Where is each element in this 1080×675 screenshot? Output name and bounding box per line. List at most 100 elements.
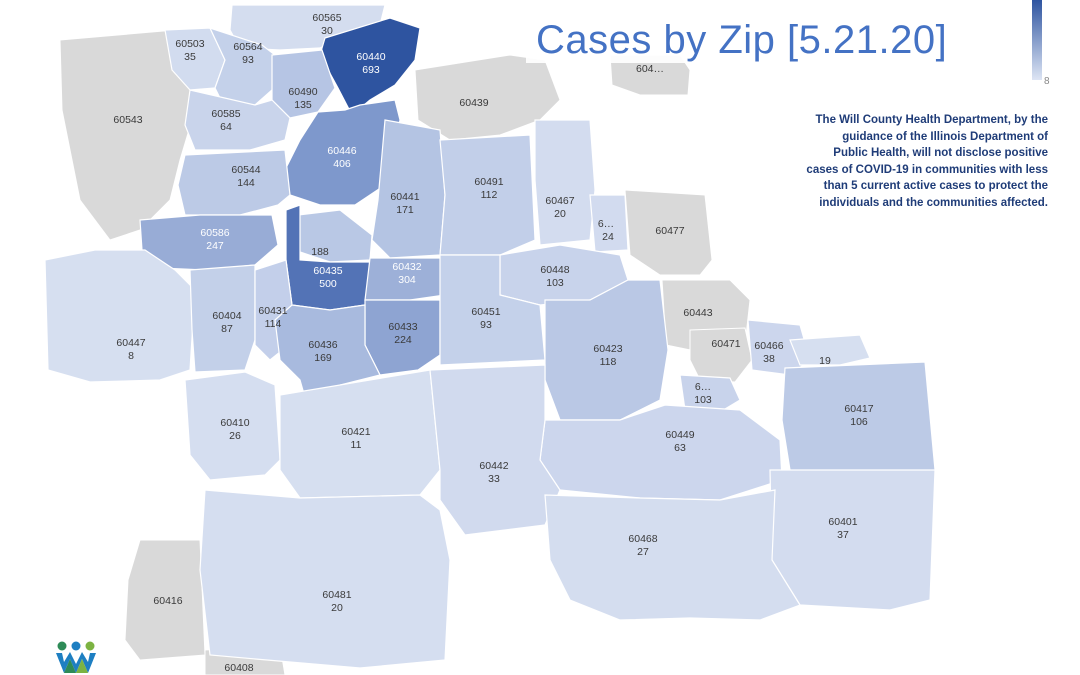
case-count: 171: [396, 204, 414, 216]
region-60442: [429, 364, 561, 536]
zip-code: 60417: [844, 403, 873, 415]
label-60585: 60585 64: [211, 108, 240, 133]
case-count: 93: [480, 319, 492, 331]
label-604-top: 604…: [636, 63, 664, 75]
case-count: 87: [221, 323, 233, 335]
label-60432: 60432 304: [392, 261, 421, 286]
page-title: Cases by Zip [5.21.20]: [526, 18, 958, 63]
region-6-103: [679, 374, 741, 416]
case-count: 224: [394, 334, 412, 346]
zip-code: 60416: [153, 595, 182, 607]
label-19: 19: [819, 355, 831, 367]
label-60408: 60408: [224, 662, 253, 674]
label-60447: 60447 8: [116, 337, 145, 362]
zip-code: 60448: [540, 264, 569, 276]
case-count: 20: [554, 208, 566, 220]
region-188: [297, 209, 373, 263]
case-count: 20: [331, 602, 343, 614]
case-count: 19: [819, 355, 831, 367]
region-60404: [189, 264, 256, 373]
case-count: 24: [602, 231, 614, 243]
zip-code: 60446: [327, 145, 356, 157]
label-60451: 60451 93: [471, 306, 500, 331]
zip-code: 60467: [545, 195, 574, 207]
label-60436: 60436 169: [308, 339, 337, 364]
region-60441: [371, 119, 446, 259]
case-count: 103: [694, 394, 712, 406]
label-60467: 60467 20: [545, 195, 574, 220]
zip-code: 60443: [683, 307, 712, 319]
label-60433: 60433 224: [388, 321, 417, 346]
case-count: 247: [206, 240, 224, 252]
label-60466: 60466 38: [754, 340, 783, 365]
region-60467: [534, 119, 596, 246]
area-60477: [624, 189, 713, 276]
region-60585: [184, 89, 291, 151]
zip-code: 60585: [211, 108, 240, 120]
label-60490: 60490 135: [288, 86, 317, 111]
zip-code: 60441: [390, 191, 419, 203]
region-60468: [544, 489, 801, 621]
case-count: 118: [600, 356, 617, 368]
label-60503: 60503 35: [175, 38, 204, 63]
health-department-logo-icon: [56, 641, 96, 673]
region-60446: [284, 99, 401, 206]
zip-regions: [44, 4, 936, 669]
case-count: 103: [546, 277, 564, 289]
case-count: 33: [488, 473, 500, 485]
case-count: 304: [398, 274, 416, 286]
case-count: 135: [294, 99, 312, 111]
label-60443: 60443: [683, 307, 712, 319]
zip-code: 60491: [474, 176, 503, 188]
region-6-24: [589, 194, 629, 253]
label-60441: 60441 171: [390, 191, 419, 216]
zip-code: 60440: [356, 51, 385, 63]
case-count: 26: [229, 430, 241, 442]
zip-code: 60439: [459, 97, 488, 109]
zip-code: 604…: [636, 63, 664, 75]
case-count: 106: [850, 416, 868, 428]
zip-code: 6…: [695, 381, 711, 393]
zip-code: 60451: [471, 306, 500, 318]
zip-code: 60423: [593, 343, 622, 355]
region-60436: [274, 304, 381, 417]
label-60543: 60543: [113, 114, 142, 126]
case-count: 63: [674, 442, 686, 454]
label-60471: 60471: [711, 338, 740, 350]
label-60416: 60416: [153, 595, 182, 607]
label-60586: 60586 247: [200, 227, 229, 252]
zip-code: 60477: [655, 225, 684, 237]
zip-code: 60431: [258, 305, 287, 317]
case-count: 114: [265, 318, 282, 330]
color-scale-bar: [1032, 0, 1042, 80]
label-60448: 60448 103: [540, 264, 569, 289]
case-count: 30: [321, 25, 333, 37]
zip-code: 60503: [175, 38, 204, 50]
label-60468: 60468 27: [628, 533, 657, 558]
zip-code: 60435: [313, 265, 342, 277]
region-60544: [177, 149, 291, 216]
case-count: 406: [333, 158, 351, 170]
label-60565: 60565 30: [312, 12, 341, 37]
region-60401: [769, 469, 936, 611]
label-60564: 60564 93: [233, 41, 262, 66]
zip-code: 60408: [224, 662, 253, 674]
label-188: 188: [311, 246, 329, 258]
label-60446: 60446 406: [327, 145, 356, 170]
zip-code: 60436: [308, 339, 337, 351]
zip-code: 60490: [288, 86, 317, 98]
zip-labels: 60565 30 60503 35 60564 93 60440 693 60490 13…: [113, 12, 873, 674]
label-60423: 60423 118: [593, 343, 622, 368]
zip-code: 60586: [200, 227, 229, 239]
disclosure-note: The Will County Health Department, by th…: [806, 114, 1048, 209]
no-data-areas: [59, 29, 753, 675]
label-60431: 60431 114: [258, 305, 287, 330]
area-60471: [689, 327, 753, 383]
zip-code: 60421: [341, 426, 370, 438]
zip-code: 60544: [231, 164, 260, 176]
label-60410: 60410 26: [220, 417, 249, 442]
zip-code: 60401: [828, 516, 857, 528]
label-6-24: 6… 24: [598, 218, 614, 243]
case-count: 11: [351, 439, 362, 451]
